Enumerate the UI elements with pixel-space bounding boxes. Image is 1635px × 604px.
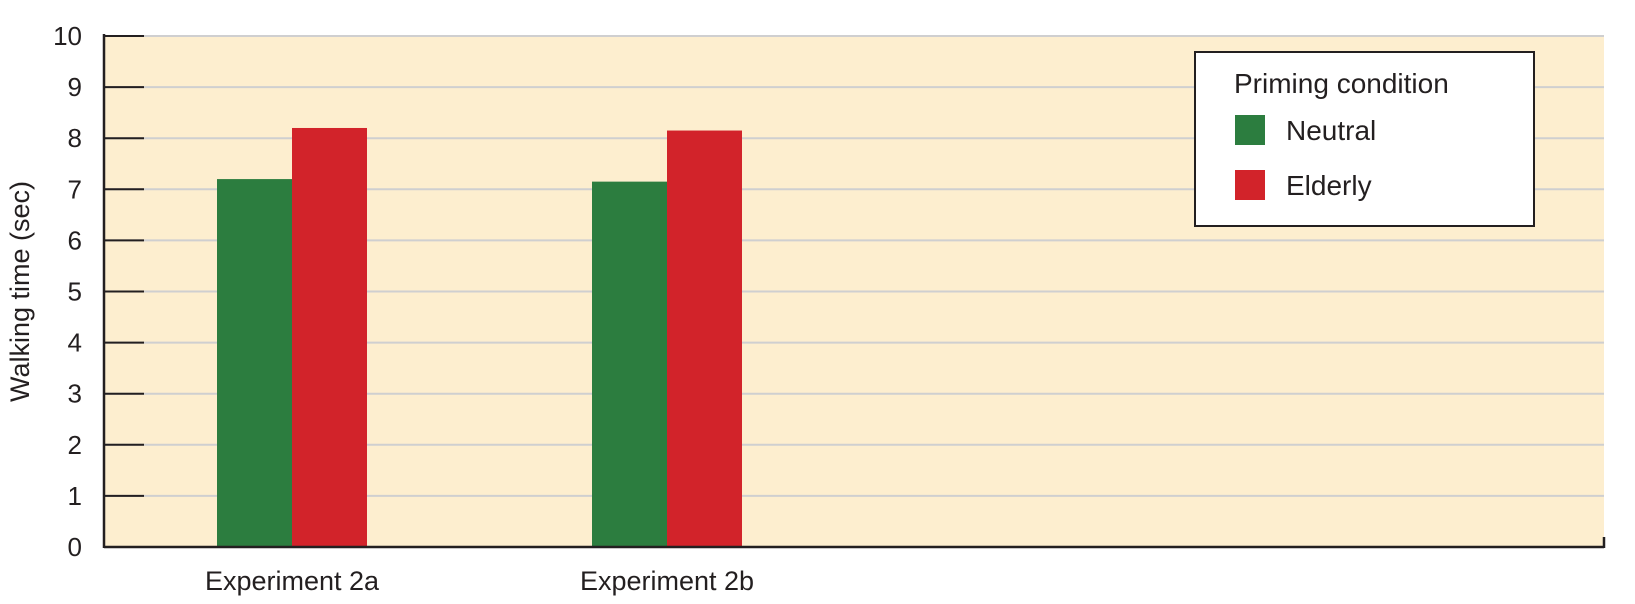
- axes: Experiment 2a Experiment 2b 0 1 2 3 4 5 6 7 8 9 10 Wa…: [5, 21, 1606, 596]
- legend-swatch-elderly: [1235, 170, 1265, 200]
- legend-label-neutral: Neutral: [1286, 115, 1376, 146]
- y-tick-label: 7: [68, 174, 82, 204]
- legend: Priming condition Neutral Elderly: [1194, 51, 1535, 227]
- y-tick-label: 6: [68, 225, 82, 255]
- bar-neutral-1: [217, 179, 292, 547]
- bar-neutral-2: [592, 181, 667, 547]
- y-axis-title: Walking time (sec): [5, 181, 35, 402]
- y-tick-label: 0: [68, 532, 82, 562]
- legend-title: Priming condition: [1234, 68, 1449, 99]
- legend-label-elderly: Elderly: [1286, 170, 1372, 201]
- y-tick-label: 5: [68, 277, 82, 307]
- y-tick-label: 1: [68, 481, 82, 511]
- y-tick-label: 2: [68, 430, 82, 460]
- bar-elderly-1: [292, 127, 367, 547]
- x-tick-label: Experiment 2a: [205, 566, 380, 596]
- y-tick-label: 9: [68, 72, 82, 102]
- x-tick-label: Experiment 2b: [580, 566, 754, 596]
- y-tick-label: 4: [68, 328, 82, 358]
- legend-swatch-neutral: [1235, 115, 1265, 145]
- y-tick-label: 8: [68, 123, 82, 153]
- bar-elderly-2: [667, 130, 742, 547]
- y-tick-label: 10: [53, 21, 82, 51]
- y-tick-label: 3: [68, 379, 82, 409]
